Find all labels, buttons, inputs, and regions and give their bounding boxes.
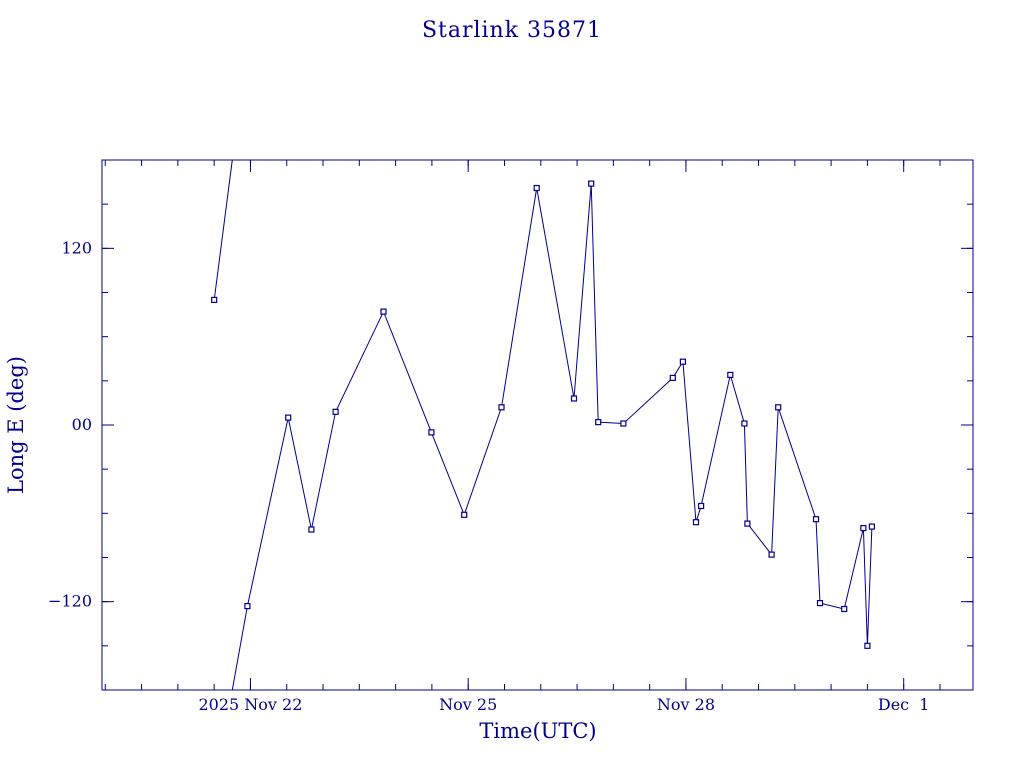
data-point [595, 419, 602, 426]
y-axis-label: Long E (deg) [4, 356, 28, 494]
x-tick-label: Dec 1 [878, 695, 930, 714]
data-point [285, 414, 292, 421]
data-point [864, 642, 871, 649]
data-point [620, 420, 627, 427]
y-tick-label: 120 [61, 238, 92, 257]
data-point [570, 395, 578, 402]
data-point [768, 551, 775, 558]
data-point [816, 599, 824, 607]
x-tick-label: Nov 28 [657, 695, 715, 714]
data-point [697, 502, 705, 510]
data-point [428, 429, 435, 436]
data-point [669, 374, 676, 381]
data-point [741, 420, 748, 427]
data-point [461, 511, 468, 518]
x-axis-tick-labels: 2025 Nov 22 Nov 25 Nov 28 Dec 1 [198, 695, 929, 714]
data-point [727, 371, 734, 378]
data-point [860, 524, 867, 532]
data-point [841, 605, 848, 613]
x-axis-label: Time(UTC) [479, 719, 596, 743]
chart-title: Starlink 35871 [422, 18, 602, 43]
data-point [380, 308, 387, 315]
data-point [498, 404, 505, 411]
data-point [679, 358, 687, 365]
y-tick-label: −120 [48, 592, 92, 611]
data-point [211, 296, 218, 303]
data-point [812, 516, 820, 523]
data-point [332, 408, 339, 415]
data-point [588, 180, 595, 187]
data-point [692, 519, 700, 526]
series-line [213, 159, 233, 300]
x-axis-ticks [104, 160, 941, 690]
y-tick-label: 00 [72, 415, 92, 434]
x-tick-label: Nov 25 [439, 695, 497, 714]
data-point [775, 404, 782, 411]
series-line [231, 183, 873, 691]
data-point [744, 520, 751, 527]
data-point [533, 184, 540, 192]
series-layer [211, 159, 876, 691]
data-point [244, 602, 251, 610]
data-point [308, 526, 315, 533]
data-point [868, 523, 876, 530]
y-axis-tick-labels: 120 00 −120 [48, 238, 92, 610]
x-tick-label: 2025 Nov 22 [198, 695, 302, 714]
y-axis-ticks [102, 203, 973, 647]
